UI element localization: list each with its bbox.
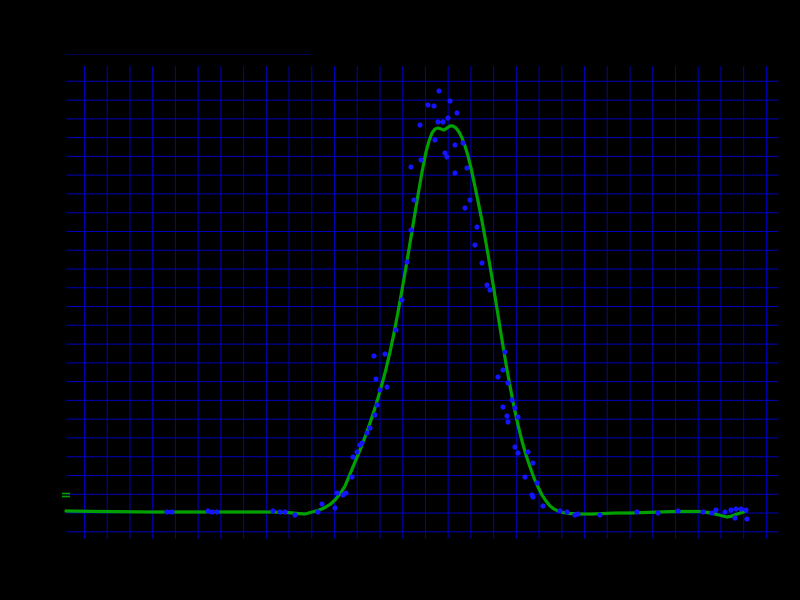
data-point-marker (504, 413, 510, 419)
data-point-marker (445, 115, 451, 121)
data-point-marker (525, 449, 531, 455)
data-point-marker (495, 374, 501, 380)
data-point-marker (500, 367, 506, 373)
data-point-marker (743, 507, 749, 513)
data-point-marker (444, 154, 450, 160)
data-point-marker (447, 98, 453, 104)
data-point-marker (319, 501, 325, 507)
data-point-marker (364, 430, 370, 436)
data-point-marker (452, 142, 458, 148)
data-point-marker (169, 509, 175, 515)
data-point-marker (384, 384, 390, 390)
data-point-marker (502, 349, 508, 355)
data-point-marker (744, 516, 750, 522)
data-point-marker (332, 505, 338, 511)
data-point-marker (408, 227, 414, 233)
data-point-marker (515, 450, 521, 456)
plot-grid (66, 66, 779, 539)
data-point-marker (315, 509, 321, 515)
data-point-marker (349, 474, 355, 480)
data-point-marker (512, 405, 518, 411)
data-point-marker (500, 404, 506, 410)
data-point-marker (474, 224, 480, 230)
data-point-marker (435, 119, 441, 125)
data-point-marker (733, 506, 739, 512)
data-point-marker (505, 380, 511, 386)
data-point-marker (675, 508, 681, 514)
data-point-marker (460, 140, 466, 146)
data-point-marker (393, 327, 399, 333)
data-point-marker (557, 508, 563, 514)
data-point-marker (700, 509, 706, 515)
data-point-marker (277, 509, 283, 515)
data-point-marker (214, 509, 220, 515)
data-point-marker (282, 509, 288, 515)
data-point-marker (411, 197, 417, 203)
data-point-marker (479, 260, 485, 266)
data-point-marker (709, 510, 715, 516)
data-point-marker (292, 512, 298, 518)
data-point-marker (209, 509, 215, 515)
data-point-marker (354, 449, 360, 455)
data-point-marker (534, 480, 540, 486)
data-point-marker (432, 137, 438, 143)
data-point-marker (655, 510, 661, 516)
data-point-marker (522, 474, 528, 480)
data-point-marker (350, 454, 356, 460)
data-point-marker (515, 414, 521, 420)
data-point-marker (540, 503, 546, 509)
data-point-marker (399, 297, 405, 303)
data-point-marker (472, 242, 478, 248)
data-point-marker (367, 425, 373, 431)
data-point-marker (382, 351, 388, 357)
data-point-marker (371, 353, 377, 359)
data-point-marker (597, 512, 603, 518)
data-point-marker (372, 412, 378, 418)
data-point-marker (738, 506, 744, 512)
data-point-marker (425, 102, 431, 108)
data-point-marker (442, 150, 448, 156)
data-point-marker (505, 419, 511, 425)
data-point-marker (564, 509, 570, 515)
data-point-marker (728, 507, 734, 513)
data-point-marker (575, 511, 581, 517)
data-point-marker (164, 509, 170, 515)
data-point-marker (722, 509, 728, 515)
data-point-marker (512, 444, 518, 450)
data-point-marker (404, 259, 410, 265)
data-point-marker (417, 122, 423, 128)
data-point-marker (454, 110, 460, 116)
data-point-marker (487, 287, 493, 293)
data-point-marker (509, 397, 515, 403)
data-point-marker (467, 197, 473, 203)
data-point-marker (373, 376, 379, 382)
data-point-marker (530, 460, 536, 466)
data-point-marker (334, 490, 340, 496)
data-point-marker (713, 507, 719, 513)
data-point-marker (374, 402, 380, 408)
data-point-marker (462, 205, 468, 211)
data-point-marker (431, 103, 437, 109)
data-point-marker (408, 164, 414, 170)
data-point-marker (205, 508, 211, 514)
data-point-marker (634, 509, 640, 515)
scatter-points (164, 88, 750, 522)
data-point-marker (436, 88, 442, 94)
data-point-marker (359, 440, 365, 446)
data-point-marker (418, 157, 424, 163)
data-point-marker (270, 508, 276, 514)
artifact-layer-front (62, 492, 70, 498)
data-point-marker (464, 165, 470, 171)
data-point-marker (484, 282, 490, 288)
data-point-marker (530, 494, 536, 500)
data-point-marker (343, 490, 349, 496)
data-point-marker (732, 515, 738, 521)
data-point-marker (440, 119, 446, 125)
data-point-marker (377, 387, 383, 393)
data-point-marker (452, 170, 458, 176)
